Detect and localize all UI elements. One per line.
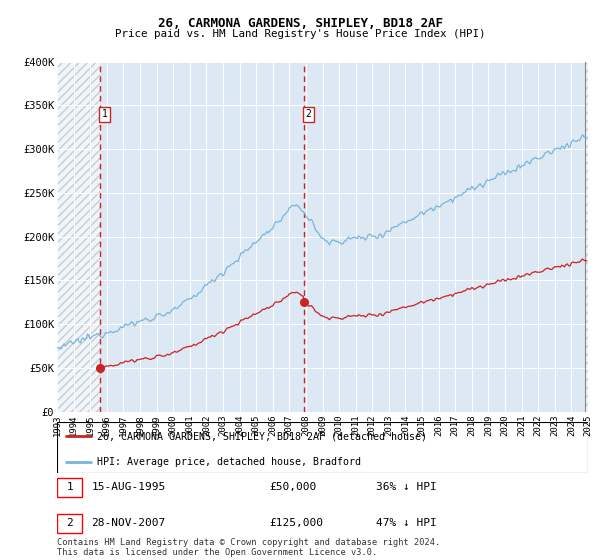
Text: 28-NOV-2007: 28-NOV-2007 [92, 519, 166, 529]
Text: 47% ↓ HPI: 47% ↓ HPI [376, 519, 436, 529]
Bar [585, 62, 588, 412]
Text: £125,000: £125,000 [269, 519, 323, 529]
Text: 26, CARMONA GARDENS, SHIPLEY, BD18 2AF: 26, CARMONA GARDENS, SHIPLEY, BD18 2AF [157, 17, 443, 30]
Text: HPI: Average price, detached house, Bradford: HPI: Average price, detached house, Brad… [97, 457, 361, 467]
Text: 1: 1 [101, 109, 107, 119]
Text: Contains HM Land Registry data © Crown copyright and database right 2024.
This d: Contains HM Land Registry data © Crown c… [57, 538, 440, 557]
Text: 15-AUG-1995: 15-AUG-1995 [92, 482, 166, 492]
Text: Price paid vs. HM Land Registry's House Price Index (HPI): Price paid vs. HM Land Registry's House … [115, 29, 485, 39]
Bar [57, 62, 100, 412]
Text: 2: 2 [305, 109, 311, 119]
Text: £50,000: £50,000 [269, 482, 317, 492]
Text: 1: 1 [67, 482, 73, 492]
Text: 36% ↓ HPI: 36% ↓ HPI [376, 482, 436, 492]
Text: 2: 2 [67, 519, 73, 529]
Bar [57, 478, 82, 497]
Bar [57, 514, 82, 533]
Text: 26, CARMONA GARDENS, SHIPLEY, BD18 2AF (detached house): 26, CARMONA GARDENS, SHIPLEY, BD18 2AF (… [97, 431, 427, 441]
